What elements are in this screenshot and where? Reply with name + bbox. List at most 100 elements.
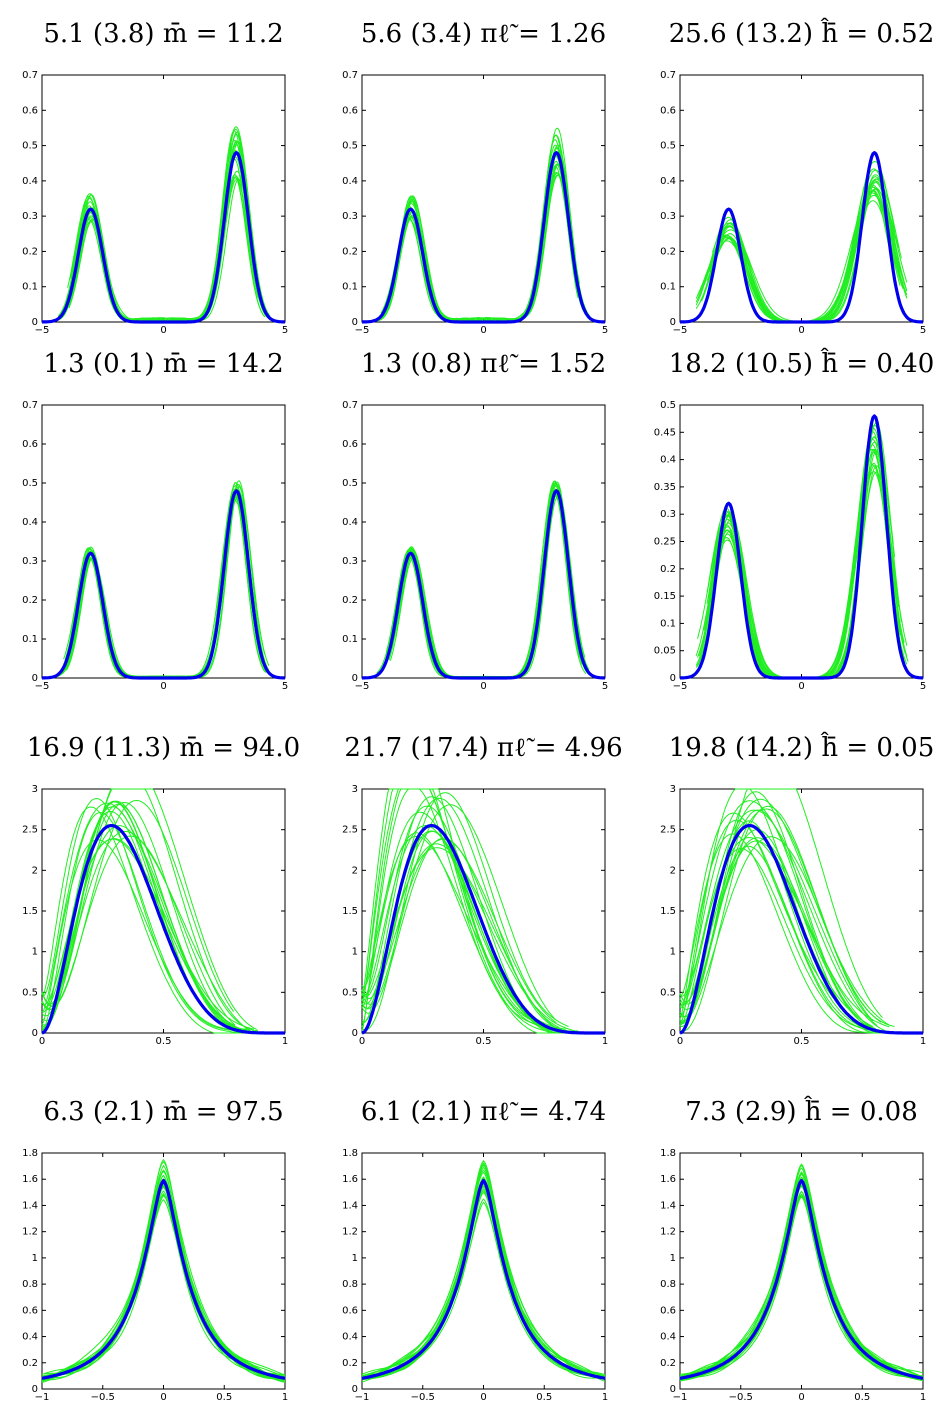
density-panel: 18.2 (10.5) ĥ̄ = 0.40 0 0.05 0.1 0.15 0.2 0.25…: [654, 347, 935, 692]
y-tick-label: 0.3: [660, 509, 676, 520]
panel-title: 7.3 (2.9) ĥ̄ = 0.08: [685, 1095, 917, 1127]
x-tick-label: 0: [39, 1036, 45, 1047]
panel-title: 1.3 (0.1) m̄̄ = 14.2: [43, 349, 283, 379]
estimate-curve: [679, 808, 895, 1027]
true-density-curve: [361, 824, 606, 1035]
estimate-curve: [361, 788, 569, 1034]
estimate-curve: [388, 171, 582, 323]
x-tick-label: 0.5: [476, 1036, 492, 1047]
y-tick-label: 1.2: [660, 1227, 676, 1238]
x-tick-label: 1: [282, 1392, 288, 1402]
x-tick-label: 0: [359, 1036, 365, 1047]
y-tick-label: 0.7: [342, 400, 358, 411]
y-tick-label: 0.2: [342, 246, 358, 257]
estimate-curve: [41, 800, 236, 1031]
density-panel: 16.9 (11.3) m̄̄ = 94.0 0 0.5 1 1.5 2 2.5 3 0 0.5 1: [22, 733, 300, 1047]
y-tick-label: 0.4: [342, 176, 358, 187]
x-tick-label: 0: [677, 1036, 683, 1047]
y-tick-label: 0.2: [660, 1358, 676, 1369]
y-tick-label: 0.35: [654, 482, 676, 493]
y-tick-label: 0.4: [342, 1332, 358, 1343]
estimate-curve: [680, 788, 874, 1028]
estimate-curve: [41, 788, 255, 1031]
x-tick-label: 5: [920, 681, 926, 692]
estimate-curve: [361, 1160, 606, 1383]
y-tick-label: 3: [32, 784, 38, 795]
y-tick-label: 0.5: [342, 987, 358, 998]
y-tick-label: 1.8: [22, 1148, 38, 1159]
y-tick-label: 0.4: [660, 1332, 676, 1343]
y-tick-label: 2: [352, 865, 358, 876]
estimate-curve: [679, 1195, 924, 1380]
y-tick-label: 0.1: [22, 634, 38, 645]
y-tick-label: 0.4: [22, 517, 38, 528]
x-tick-label: 0.5: [536, 1392, 552, 1402]
x-tick-label: −5: [355, 681, 370, 692]
panel-title: 16.9 (11.3) m̄̄ = 94.0: [27, 733, 300, 763]
panel-title: 19.8 (14.2) ĥ̄ = 0.05: [669, 731, 935, 763]
y-tick-label: 0: [352, 1028, 358, 1039]
estimate-curve: [60, 492, 267, 679]
x-tick-label: 0: [480, 681, 486, 692]
y-tick-label: 0.05: [654, 646, 676, 657]
estimate-curve: [42, 1178, 286, 1379]
y-tick-label: 1.6: [342, 1174, 358, 1185]
estimate-curve: [679, 1191, 924, 1379]
y-tick-label: 1.4: [22, 1200, 38, 1211]
estimate-curve: [41, 1174, 286, 1379]
estimate-curve: [41, 1183, 286, 1375]
y-tick-label: 0.3: [22, 556, 38, 567]
y-tick-label: 0.1: [342, 634, 358, 645]
estimate-curve: [41, 1185, 286, 1383]
panel-title: 5.6 (3.4) πℓ̃ = 1.26: [361, 19, 606, 49]
y-tick-label: 0.6: [342, 439, 358, 450]
estimate-curve: [697, 194, 908, 323]
x-tick-label: −5: [35, 681, 50, 692]
x-tick-label: 0: [798, 325, 804, 336]
y-tick-label: 0.6: [22, 1305, 38, 1316]
y-tick-label: 0: [352, 1384, 358, 1395]
y-tick-label: 2: [32, 865, 38, 876]
y-tick-label: 1.8: [660, 1148, 676, 1159]
estimate-curve: [706, 465, 897, 679]
y-tick-label: 0: [32, 1384, 38, 1395]
true-density-curve: [679, 824, 924, 1035]
estimate-curve: [679, 1171, 924, 1375]
y-tick-label: 0: [32, 317, 38, 328]
estimate-curve: [63, 497, 264, 679]
x-tick-label: −5: [355, 325, 370, 336]
estimate-curve: [679, 819, 879, 1034]
estimate-curve: [702, 471, 908, 679]
y-tick-label: 0.25: [654, 537, 676, 548]
y-tick-label: 1.2: [22, 1227, 38, 1238]
estimate-curve: [697, 200, 904, 323]
x-tick-label: 0: [798, 1392, 804, 1402]
y-tick-label: 0.6: [22, 105, 38, 116]
x-tick-label: 1: [602, 1036, 608, 1047]
y-tick-label: 0.6: [660, 1305, 676, 1316]
y-tick-label: 1: [670, 947, 676, 958]
estimate-curve: [385, 489, 584, 679]
y-tick-label: 1.4: [342, 1200, 358, 1211]
y-tick-label: 0.4: [22, 1332, 38, 1343]
y-tick-label: 0.3: [342, 211, 358, 222]
y-tick-label: 3: [352, 784, 358, 795]
y-tick-label: 0.4: [660, 176, 676, 187]
estimate-curve: [393, 480, 588, 679]
estimate-curve: [41, 1165, 286, 1378]
estimate-curve: [41, 1190, 286, 1380]
x-tick-label: 0: [798, 681, 804, 692]
density-panel: 6.3 (2.1) m̄̄ = 97.5 0 0.2 0.4 0.6 0.8 1 1.2 1.4…: [22, 1097, 288, 1402]
estimate-curve: [41, 1193, 286, 1382]
plot-frame: [679, 1152, 924, 1390]
x-tick-label: −1: [355, 1392, 370, 1402]
y-tick-label: 1: [32, 1253, 38, 1264]
estimate-curve: [63, 485, 266, 679]
true-density-curve: [41, 489, 286, 680]
estimate-curve: [59, 176, 264, 323]
y-tick-label: 0.8: [342, 1279, 358, 1290]
estimate-curve: [701, 181, 908, 323]
y-tick-label: 0: [32, 1028, 38, 1039]
estimate-curve: [41, 802, 259, 1033]
y-tick-label: 0: [670, 1028, 676, 1039]
